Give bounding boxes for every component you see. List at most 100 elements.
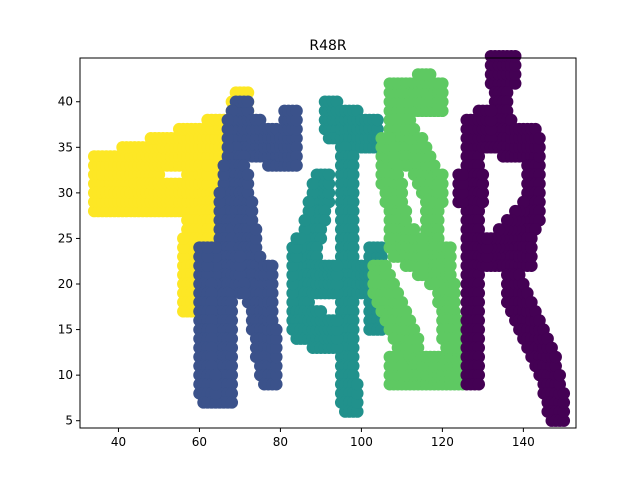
- data-point: [371, 113, 384, 127]
- data-point: [330, 314, 344, 327]
- data-point: [448, 277, 461, 291]
- y-tick-label: 5: [65, 414, 73, 428]
- data-point: [480, 232, 494, 245]
- data-point: [290, 141, 303, 154]
- data-point: [266, 268, 279, 282]
- y-tick-label: 10: [58, 368, 73, 382]
- data-point: [233, 250, 247, 263]
- data-point: [525, 241, 538, 254]
- data-point: [286, 277, 299, 291]
- data-point: [290, 131, 303, 145]
- data-point: [201, 241, 214, 254]
- data-point: [509, 68, 522, 81]
- data-point: [306, 177, 320, 190]
- data-point: [351, 387, 364, 400]
- data-point: [286, 286, 299, 300]
- data-point: [448, 296, 461, 309]
- data-point: [476, 177, 490, 190]
- data-point: [209, 396, 222, 409]
- data-point: [221, 131, 234, 145]
- y-tick-label: 35: [58, 140, 73, 154]
- data-point: [480, 259, 494, 272]
- y-tick-label: 30: [58, 186, 73, 200]
- data-point: [209, 368, 222, 382]
- data-point: [209, 378, 222, 391]
- data-point: [557, 405, 571, 418]
- series-3-points: [367, 68, 469, 391]
- data-point: [484, 113, 498, 127]
- y-axis: 5 10 15 20 25 30 35 40: [58, 95, 80, 428]
- data-points: [87, 49, 571, 427]
- x-tick-label: 120: [431, 435, 454, 449]
- data-point: [322, 177, 336, 190]
- data-point: [436, 186, 449, 200]
- series-1-points: [193, 95, 303, 409]
- data-point: [233, 259, 247, 272]
- data-point: [330, 323, 344, 336]
- data-point: [201, 250, 214, 263]
- data-point: [444, 241, 457, 254]
- data-point: [249, 223, 263, 236]
- data-point: [270, 378, 283, 391]
- data-point: [436, 86, 449, 99]
- data-point: [476, 195, 490, 209]
- data-point: [266, 277, 279, 291]
- x-tick-label: 80: [273, 435, 288, 449]
- data-point: [411, 332, 425, 345]
- x-tick-label: 60: [192, 435, 207, 449]
- data-point: [391, 159, 405, 172]
- data-point: [290, 122, 303, 136]
- data-point: [177, 232, 190, 245]
- data-point: [456, 186, 469, 200]
- data-point: [456, 195, 469, 209]
- data-point: [436, 168, 449, 181]
- data-point: [395, 177, 409, 190]
- data-point: [484, 104, 498, 118]
- x-axis: 40 60 80 100 120 140: [111, 428, 535, 449]
- data-point: [351, 405, 364, 418]
- data-point: [290, 113, 303, 127]
- data-point: [217, 168, 230, 181]
- data-point: [249, 232, 263, 245]
- data-point: [525, 250, 538, 263]
- data-point: [387, 250, 400, 263]
- data-point: [436, 95, 449, 108]
- data-point: [480, 250, 494, 263]
- data-point: [351, 378, 364, 391]
- series-2-points: [286, 95, 388, 418]
- data-point: [509, 59, 522, 72]
- data-point: [270, 332, 283, 345]
- data-point: [436, 177, 449, 190]
- data-point: [237, 286, 251, 300]
- data-point: [294, 232, 307, 245]
- data-point: [509, 49, 522, 63]
- data-point: [448, 286, 461, 300]
- data-point: [533, 150, 546, 163]
- data-point: [270, 368, 283, 382]
- data-point: [241, 177, 255, 190]
- data-point: [201, 159, 214, 172]
- data-point: [201, 259, 214, 272]
- data-point: [266, 259, 279, 272]
- data-point: [476, 168, 490, 181]
- data-point: [298, 214, 311, 227]
- data-point: [266, 305, 279, 318]
- data-point: [480, 241, 494, 254]
- data-point: [387, 141, 400, 154]
- data-point: [221, 113, 234, 127]
- data-point: [533, 141, 546, 154]
- data-point: [415, 241, 429, 254]
- data-point: [415, 250, 429, 263]
- data-point: [270, 350, 283, 364]
- data-point: [557, 414, 571, 427]
- data-point: [286, 268, 299, 282]
- y-tick-label: 20: [58, 277, 73, 291]
- data-point: [484, 122, 498, 136]
- data-point: [525, 259, 538, 272]
- data-point: [225, 396, 239, 409]
- data-point: [395, 186, 409, 200]
- data-point: [424, 68, 437, 81]
- data-point: [330, 341, 344, 355]
- data-point: [383, 232, 396, 245]
